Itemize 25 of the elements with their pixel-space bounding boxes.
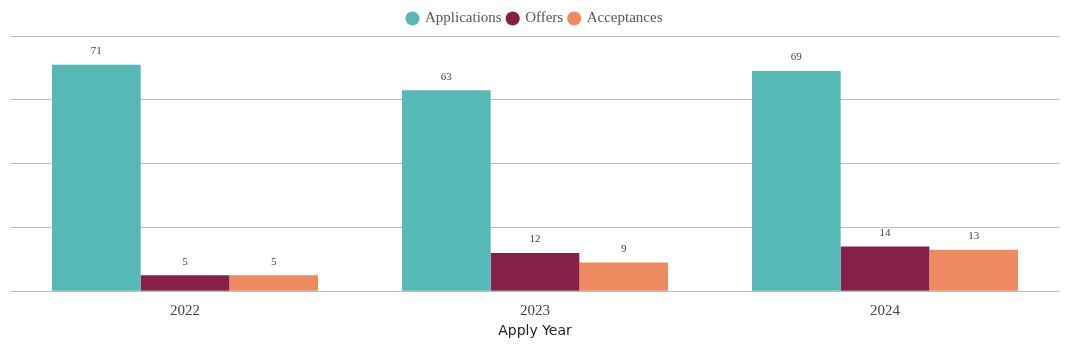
bar xyxy=(490,252,580,291)
data-label: 12 xyxy=(529,232,541,245)
bar xyxy=(52,64,141,291)
x-axis-title: Apply Year xyxy=(498,322,573,339)
data-label: 13 xyxy=(968,229,980,242)
legend-label: Acceptances xyxy=(586,9,663,26)
data-label: 71 xyxy=(90,44,102,57)
data-label: 14 xyxy=(879,225,891,238)
x-tick-label: 2024 xyxy=(870,302,901,319)
data-label: 63 xyxy=(440,69,453,82)
x-tick-label: 2022 xyxy=(170,302,200,319)
legend-label: Applications xyxy=(425,9,502,26)
bar xyxy=(229,275,318,291)
legend-label: Offers xyxy=(525,9,564,26)
bar xyxy=(752,71,841,291)
bar xyxy=(579,262,668,291)
data-label: 9 xyxy=(620,241,627,254)
x-tick-label: 2023 xyxy=(520,302,550,319)
data-label: 69 xyxy=(790,50,803,63)
bar xyxy=(929,249,1018,291)
bar xyxy=(140,275,230,291)
data-label: 5 xyxy=(270,254,277,267)
data-label: 5 xyxy=(182,254,189,267)
bar xyxy=(840,246,930,291)
bar xyxy=(402,90,491,291)
